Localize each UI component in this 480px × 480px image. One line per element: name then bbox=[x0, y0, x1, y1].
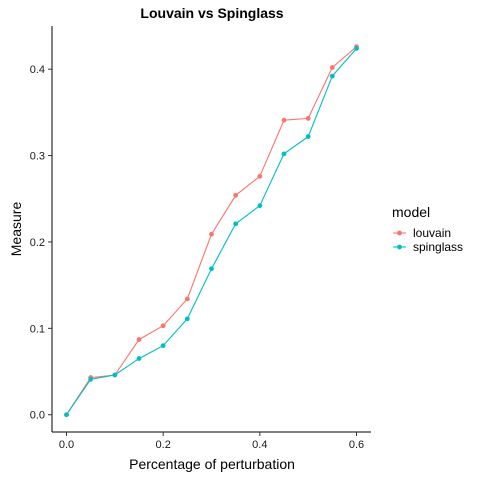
legend-label: louvain bbox=[413, 226, 451, 240]
y-tick-label: 0.3 bbox=[30, 151, 45, 163]
data-point-louvain bbox=[305, 116, 311, 121]
y-axis-ticks: 0.0 0.1 0.2 0.3 0.4 bbox=[30, 64, 52, 422]
x-tick-label: 0.0 bbox=[59, 439, 74, 451]
data-point-spinglass bbox=[136, 356, 142, 361]
legend-item-louvain: louvain bbox=[393, 226, 451, 240]
data-point-louvain bbox=[329, 65, 335, 70]
data-point-louvain bbox=[281, 117, 287, 123]
data-point-spinglass bbox=[329, 73, 335, 79]
data-point-spinglass bbox=[354, 46, 359, 51]
legend-label: spinglass bbox=[413, 240, 463, 254]
data-point-spinglass bbox=[257, 203, 263, 209]
y-tick-label: 0.1 bbox=[30, 323, 45, 335]
series-line-louvain bbox=[66, 46, 357, 416]
data-point-spinglass bbox=[233, 221, 239, 227]
data-point-louvain bbox=[160, 323, 166, 329]
y-tick-label: 0.4 bbox=[30, 64, 45, 76]
data-point-louvain bbox=[257, 173, 263, 179]
data-point-spinglass bbox=[281, 151, 287, 157]
y-tick-label: 0.0 bbox=[30, 410, 45, 422]
data-point-spinglass bbox=[112, 372, 118, 378]
data-point-louvain bbox=[136, 337, 142, 342]
x-tick-label: 0.6 bbox=[349, 439, 364, 451]
plot-area bbox=[64, 44, 359, 418]
x-axis-ticks: 0.0 0.2 0.4 0.6 bbox=[59, 432, 364, 451]
series-line-spinglass bbox=[66, 48, 357, 416]
data-point-spinglass bbox=[184, 316, 190, 322]
legend-key-point bbox=[397, 244, 402, 250]
x-axis-label: Percentage of perturbation bbox=[129, 456, 295, 472]
y-axis-label: Measure bbox=[8, 202, 24, 257]
data-point-spinglass bbox=[64, 412, 69, 418]
data-point-spinglass bbox=[305, 134, 311, 139]
x-tick-label: 0.2 bbox=[156, 439, 171, 451]
y-tick-label: 0.2 bbox=[30, 237, 45, 249]
x-tick-label: 0.4 bbox=[252, 439, 267, 451]
data-point-louvain bbox=[233, 192, 239, 198]
data-point-spinglass bbox=[88, 376, 94, 382]
data-point-louvain bbox=[209, 231, 214, 237]
data-point-louvain bbox=[184, 296, 190, 302]
legend-item-spinglass: spinglass bbox=[393, 240, 463, 254]
legend-title: model bbox=[392, 204, 430, 220]
legend-key-point bbox=[397, 230, 402, 236]
data-point-spinglass bbox=[209, 266, 214, 272]
data-point-spinglass bbox=[160, 343, 166, 349]
chart-title: Louvain vs Spinglass bbox=[140, 5, 283, 21]
